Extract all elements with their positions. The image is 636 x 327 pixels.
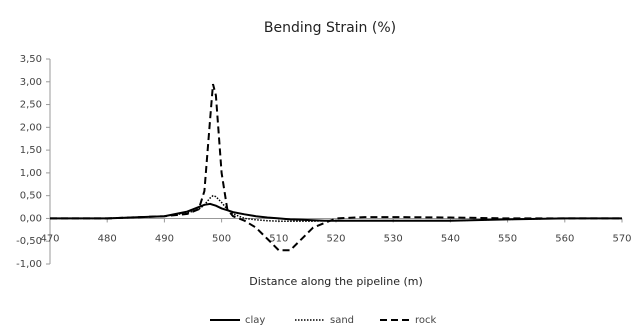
x-tick-label: 570: [612, 233, 631, 244]
x-tick-label: 560: [555, 233, 574, 244]
x-tick-label: 500: [212, 233, 231, 244]
x-tick-label: 480: [98, 233, 117, 244]
line-rock: [50, 83, 622, 252]
y-tick-label: 1,50: [20, 145, 42, 156]
x-tick-label: 530: [384, 233, 403, 244]
chart-title: Bending Strain (%): [264, 20, 396, 36]
legend-label: clay: [245, 315, 265, 326]
x-tick-label: 470: [40, 233, 59, 244]
x-tick-label: 510: [269, 233, 288, 244]
x-tick-label: 540: [441, 233, 460, 244]
y-tick-label: 2,00: [20, 122, 42, 133]
y-tick-label: 2,50: [20, 100, 42, 111]
y-tick-label: -1,00: [16, 259, 42, 270]
x-tick-label: 520: [326, 233, 345, 244]
y-tick-label: -0,50: [16, 236, 42, 247]
y-tick-label: 3,50: [20, 54, 42, 65]
line-sand: [50, 194, 622, 222]
x-tick-label: 550: [498, 233, 517, 244]
x-tick-label: 490: [155, 233, 174, 244]
legend-label: sand: [330, 315, 354, 326]
legend-label: rock: [415, 315, 437, 326]
y-tick-label: 0,00: [20, 213, 42, 224]
y-tick-label: 0,50: [20, 191, 42, 202]
x-axis-label: Distance along the pipeline (m): [249, 275, 423, 288]
y-tick-label: 3,00: [20, 77, 42, 88]
y-tick-label: 1,00: [20, 168, 42, 179]
